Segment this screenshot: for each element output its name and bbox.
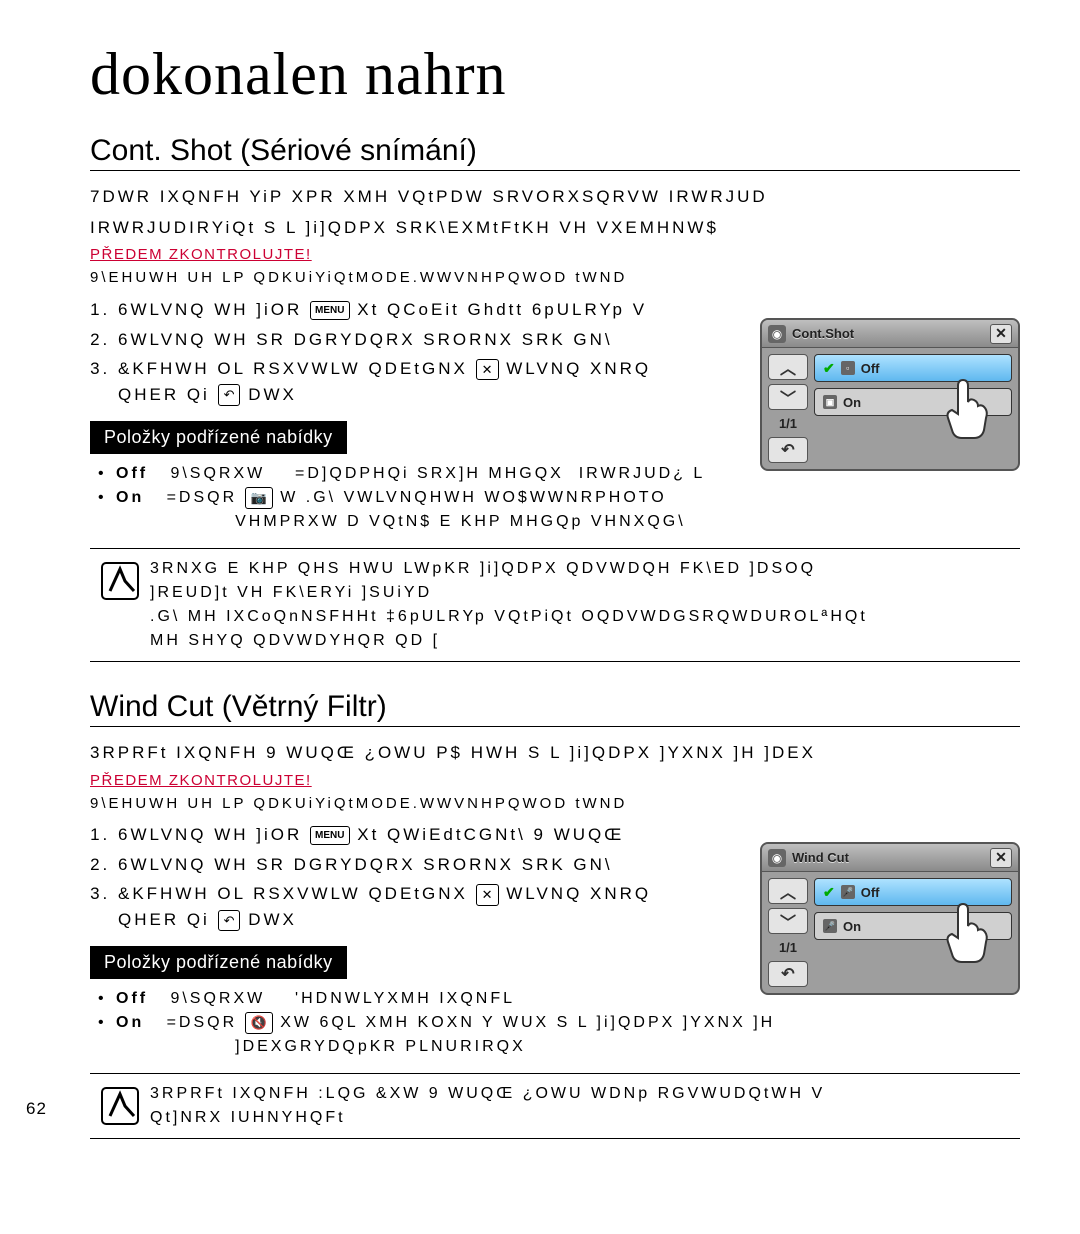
page-title: dokonalen nahrn: [90, 40, 1020, 109]
popup1-header: ◉ Cont.Shot ✕: [762, 320, 1018, 348]
submenu-header-2: Položky podřízené nabídky: [90, 946, 347, 979]
back-icon: ↶: [218, 384, 241, 406]
popup2-header: ◉ Wind Cut ✕: [762, 844, 1018, 872]
menu-button-icon: MENU: [310, 301, 349, 320]
sub2-on-label: On: [116, 1014, 144, 1031]
step-3-post: WLVNQ XNRQ: [506, 359, 651, 378]
popup2-off-label: Off: [861, 885, 880, 900]
popup2-page-indicator: 1/1: [768, 940, 808, 955]
burst-icon: ▣: [823, 395, 837, 409]
popup1-up-button[interactable]: ︿: [768, 354, 808, 380]
mic-off-icon: 🎤: [841, 885, 855, 899]
mute-icon: 🔇: [245, 1012, 273, 1034]
submenu-header-1: Položky podřízené nabídky: [90, 421, 347, 454]
n2-l0: 3RPRFt IXQNFH :LQG &XW 9 WUQŒ ¿OWU WDNp …: [150, 1085, 825, 1102]
sub-off-c: IRWRJUD¿ L: [579, 465, 706, 482]
s2-3-l2a: QHER Qi: [118, 910, 210, 929]
mic-header-icon: ◉: [768, 849, 786, 867]
sub-on-a: =DSQR: [167, 489, 238, 506]
n2-l1: Qt]NRX IUHNYHQFt: [150, 1109, 346, 1126]
precheck-text-2: 9\EHUWH UH LP QDKUiYiQtMODE.WWVNHPQWOD t…: [90, 793, 1020, 815]
popup1-back-button[interactable]: ↶: [768, 437, 808, 463]
hand-pointer-icon: [940, 374, 1000, 444]
sub-on-line2: VHMPRXW D VQtN$ E KHP MHGQp VHNXQG\: [235, 513, 686, 530]
sub-label-on-1: On: [116, 489, 144, 506]
note-block-1: 3RNXG E KHP QHS HWU LWpKR ]i]QDPX QDVWDQ…: [90, 548, 1020, 662]
popup1-page-indicator: 1/1: [768, 416, 808, 431]
n1-l3: MH SHYQ QDVWDYHQR QD [: [150, 632, 440, 649]
popup2-up-button[interactable]: ︿: [768, 878, 808, 904]
n1-l1: ]REUD]t VH FK\ERYi ]SUiYD: [150, 584, 432, 601]
popup1-close-button[interactable]: ✕: [990, 324, 1012, 344]
precheck-text-1: 9\EHUWH UH LP QDKUiYiQtMODE.WWVNHPQWOD t…: [90, 267, 1020, 289]
s2-3-pre: &KFHWH OL RSXVWLW QDEtGNX: [118, 884, 476, 903]
popup2-on-label: On: [843, 919, 861, 934]
sub2-off-label: Off: [116, 990, 148, 1007]
popup2-back-button[interactable]: ↶: [768, 961, 808, 987]
n1-l2: .G\ MH IXCoQnNSFHHt ‡6pULRYp VQtPiQt OQD…: [150, 608, 868, 625]
mic-on-icon: 🎤: [823, 919, 837, 933]
s2-3-post: WLVNQ XNRQ: [506, 884, 651, 903]
sub2-on-b: XW 6QL XMH KOXN Y WUX S L ]i]QDPX ]YXNX …: [280, 1014, 775, 1031]
check-icon-2: ✔: [823, 884, 835, 901]
sub-label-off-1: Off: [116, 465, 148, 482]
intro-text-1: 7DWR IXQNFH YiP XPR XMH VQtPDW SRVORXSQR…: [90, 185, 1020, 210]
section-heading-wind-cut: Wind Cut (Větrný Filtr): [90, 690, 1020, 727]
sub2-off-b: 'HDNWLYXMH IXQNFL: [295, 990, 515, 1007]
submenu-list-2: Off 9\SQRXW 'HDNWLYXMH IXQNFL On =DSQR 🔇…: [98, 987, 1020, 1059]
sub-on-b: W .G\ VWLVNQHWH WO$WWNRPHOTO: [280, 489, 667, 506]
popup2-title: Wind Cut: [792, 850, 990, 865]
cont-shot-popup: ◉ Cont.Shot ✕ ︿ ﹀ 1/1 ↶ ✔ ▫ Off ▣ On: [760, 318, 1020, 471]
popup2-close-button[interactable]: ✕: [990, 848, 1012, 868]
check-icon: ✔: [823, 360, 835, 377]
sub-off-b: =D]QDPHQi SRX]H MHGQX: [295, 465, 564, 482]
note-icon-1: [90, 557, 150, 653]
step-3-line2a: QHER Qi: [118, 385, 210, 404]
popup2-down-button[interactable]: ﹀: [768, 908, 808, 934]
camera-icon: 📷: [245, 487, 273, 509]
intro-text-wc: 3RPRFt IXQNFH 9 WUQŒ ¿OWU P$ HWH S L ]i]…: [90, 741, 1020, 766]
sub2-on: On =DSQR 🔇 XW 6QL XMH KOXN Y WUX S L ]i]…: [98, 1011, 1020, 1059]
note-text-1: 3RNXG E KHP QHS HWU LWpKR ]i]QDPX QDVWDQ…: [150, 557, 1020, 653]
step-3-line2b: DWX: [248, 385, 297, 404]
popup1-on-label: On: [843, 395, 861, 410]
close-icon-2: ✕: [476, 884, 499, 906]
submenu-list-1: Off 9\SQRXW =D]QDPHQi SRX]H MHGQX IRWRJU…: [98, 462, 1020, 534]
camera-header-icon: ◉: [768, 325, 786, 343]
popup1-off-label: Off: [861, 361, 880, 376]
step-3-pre: &KFHWH OL RSXVWLW QDEtGNX: [118, 359, 476, 378]
precheck-label-1: PŘEDEM ZKONTROLUJTE!: [90, 246, 1020, 263]
note-block-2: 3RPRFt IXQNFH :LQG &XW 9 WUQŒ ¿OWU WDNp …: [90, 1073, 1020, 1139]
section-heading-cont-shot: Cont. Shot (Sériové snímání): [90, 134, 1020, 171]
popup1-title: Cont.Shot: [792, 326, 990, 341]
close-icon: ✕: [476, 359, 499, 381]
back-icon-2: ↶: [218, 910, 241, 932]
sub-item-on-1: On =DSQR 📷 W .G\ VWLVNQHWH WO$WWNRPHOTO …: [98, 486, 1020, 534]
popup1-down-button[interactable]: ﹀: [768, 384, 808, 410]
note-icon-2: [90, 1082, 150, 1130]
page-number: 62: [26, 1099, 47, 1119]
sub-off-a: 9\SQRXW: [170, 465, 265, 482]
menu-button-icon-2: MENU: [310, 826, 349, 845]
single-shot-icon: ▫: [841, 361, 855, 375]
sub2-on-l2: ]DEXGRYDQpKR PLNURIRQX: [235, 1038, 526, 1055]
s2-1-pre: 6WLVNQ WH ]iOR: [118, 825, 302, 844]
n1-l0: 3RNXG E KHP QHS HWU LWpKR ]i]QDPX QDVWDQ…: [150, 560, 816, 577]
s2-1-mid: Xt QWiEdtCGNt\ 9 WUQŒ: [357, 825, 624, 844]
note-text-2: 3RPRFt IXQNFH :LQG &XW 9 WUQŒ ¿OWU WDNp …: [150, 1082, 1020, 1130]
step-1-pre: 6WLVNQ WH ]iOR: [118, 300, 302, 319]
wind-cut-popup: ◉ Wind Cut ✕ ︿ ﹀ 1/1 ↶ ✔ 🎤 Off 🎤 On: [760, 842, 1020, 995]
s2-3-l2b: DWX: [248, 910, 297, 929]
precheck-label-2: PŘEDEM ZKONTROLUJTE!: [90, 772, 1020, 789]
hand-pointer-icon-2: [940, 898, 1000, 968]
sub2-on-a: =DSQR: [167, 1014, 238, 1031]
step-1-mid: Xt QCoEit Ghdtt 6pULRYp V: [357, 300, 647, 319]
sub2-off-a: 9\SQRXW: [170, 990, 265, 1007]
intro-text-2: IRWRJUDIRYiQt S L ]i]QDPX SRK\EXMtFtKH V…: [90, 216, 1020, 241]
